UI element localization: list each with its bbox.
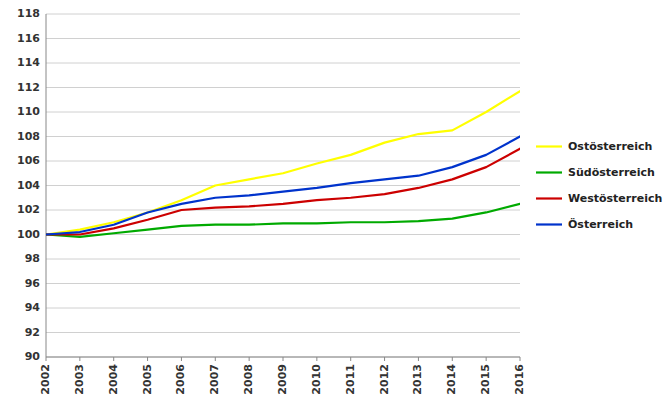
x-tick-mark — [46, 357, 47, 361]
chart-container: 90 92 94 96 98 100 102 104 106 108 110 112 114 116 118… — [0, 0, 672, 409]
grid-line — [46, 283, 520, 284]
grid-line — [46, 185, 520, 186]
x-tick-label: 2007 — [208, 364, 221, 395]
x-axis-ticks: 2002 2003 2004 2005 2006 2007 2008 2009 2010 2011… — [39, 357, 526, 395]
x-tick-label: 2005 — [141, 364, 154, 395]
x-tick-mark — [418, 357, 419, 361]
y-tick-label: 96 — [25, 277, 41, 290]
x-tick-label: 2004 — [107, 364, 120, 395]
x-tick-mark — [350, 357, 351, 361]
x-tick-label: 2006 — [174, 364, 187, 395]
y-tick-label: 110 — [17, 105, 40, 118]
x-tick-mark — [316, 357, 317, 361]
y-tick-label: 100 — [17, 228, 40, 241]
x-tick-mark — [520, 357, 521, 361]
x-tick-label: 2012 — [378, 364, 391, 395]
y-axis-line — [46, 14, 47, 357]
x-tick-mark — [181, 357, 182, 361]
y-tick-label: 98 — [25, 252, 40, 265]
series-line — [46, 137, 520, 235]
y-tick-label: 112 — [17, 81, 40, 94]
grid-line — [46, 210, 520, 211]
x-tick-label: 2009 — [276, 364, 289, 395]
y-tick-label: 90 — [25, 350, 41, 363]
series-line — [46, 204, 520, 237]
grid-line — [46, 14, 520, 15]
legend-label: Ostösterreich — [568, 140, 652, 153]
legend-label: Österreich — [568, 217, 633, 231]
grid-line — [46, 259, 520, 260]
legend-swatch — [536, 223, 562, 225]
legend-swatch — [536, 197, 562, 199]
grid-line — [46, 38, 520, 39]
x-tick-mark — [452, 357, 453, 361]
x-tick-mark — [249, 357, 250, 361]
chart-svg: 90 92 94 96 98 100 102 104 106 108 110 112 114 116 118… — [0, 0, 672, 409]
grid-line — [46, 136, 520, 137]
grid-line — [46, 112, 520, 113]
grid-line — [46, 357, 520, 358]
grid-line — [46, 161, 520, 162]
series-line — [46, 91, 520, 234]
x-tick-mark — [147, 357, 148, 361]
legend-swatch — [536, 145, 562, 147]
x-tick-mark — [283, 357, 284, 361]
y-tick-label: 92 — [25, 326, 40, 339]
grid-line — [46, 87, 520, 88]
series-lines — [46, 91, 520, 237]
y-axis-ticks: 90 92 94 96 98 100 102 104 106 108 110 112 114 116 118 — [17, 7, 40, 363]
x-tick-label: 2008 — [242, 364, 255, 395]
y-tick-label: 118 — [17, 7, 40, 20]
x-tick-label: 2014 — [445, 364, 458, 395]
x-tick-label: 2013 — [411, 364, 424, 395]
y-tick-label: 102 — [17, 203, 40, 216]
y-tick-label: 104 — [17, 179, 40, 192]
grid-line — [46, 234, 520, 235]
grid-line — [46, 308, 520, 309]
y-grid — [46, 14, 520, 357]
x-tick-label: 2015 — [479, 364, 492, 395]
legend-label: Westösterreich — [568, 192, 662, 205]
x-tick-mark — [113, 357, 114, 361]
y-tick-label: 116 — [17, 32, 40, 45]
x-tick-label: 2003 — [73, 364, 86, 395]
x-tick-label: 2002 — [39, 364, 52, 395]
x-tick-label: 2016 — [513, 364, 526, 395]
x-tick-mark — [79, 357, 80, 361]
grid-line — [46, 332, 520, 333]
legend-swatch — [536, 171, 562, 173]
y-tick-label: 94 — [25, 301, 41, 314]
legend-label: Südösterreich — [568, 166, 655, 179]
x-tick-label: 2011 — [344, 364, 357, 395]
grid-line — [46, 63, 520, 64]
legend: Ostösterreich Südösterreich Westösterreich… — [536, 140, 662, 231]
x-tick-mark — [215, 357, 216, 361]
x-tick-mark — [384, 357, 385, 361]
x-axis-line — [46, 357, 520, 358]
x-tick-mark — [486, 357, 487, 361]
x-tick-label: 2010 — [310, 364, 323, 395]
y-tick-label: 106 — [17, 154, 40, 167]
y-tick-label: 108 — [17, 130, 40, 143]
y-tick-label: 114 — [17, 56, 40, 69]
